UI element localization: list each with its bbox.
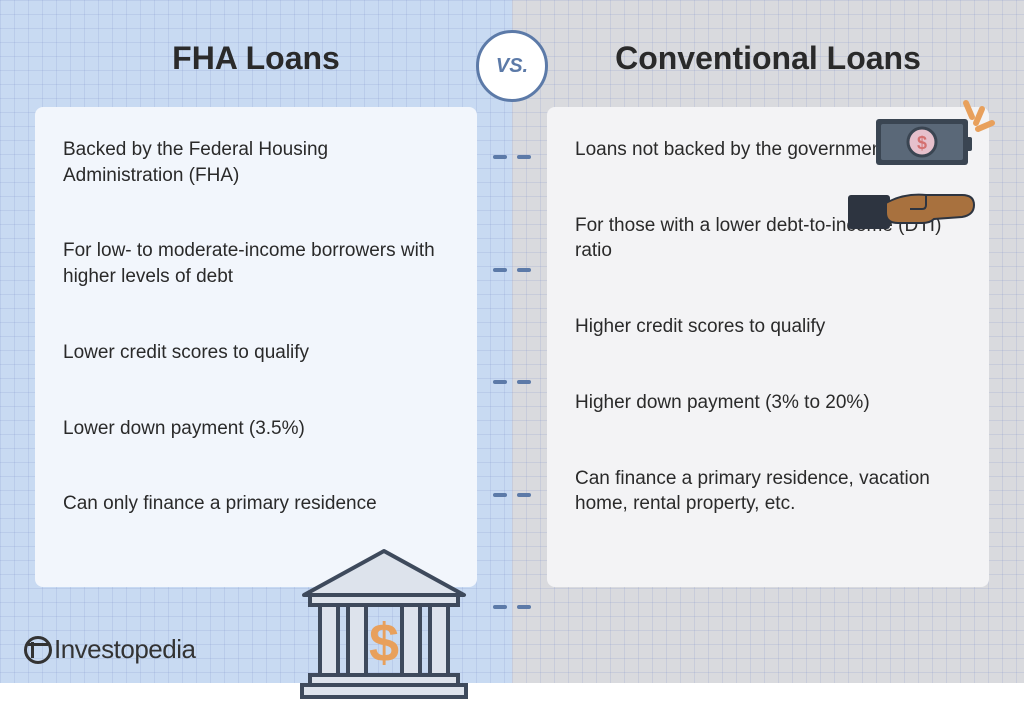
left-item-1: Backed by the Federal Housing Administra… [63, 137, 443, 188]
right-panel: Conventional Loans Loans not backed by t… [512, 0, 1024, 683]
vs-text: VS. [496, 55, 528, 78]
right-title: Conventional Loans [547, 40, 989, 77]
left-card: Backed by the Federal Housing Administra… [35, 107, 477, 587]
hand-money-icon: $ [834, 95, 1004, 245]
left-item-2: For low- to moderate-income borrowers wi… [63, 238, 443, 289]
svg-text:$: $ [369, 613, 399, 673]
svg-text:$: $ [917, 133, 927, 153]
bank-icon: $ [292, 543, 477, 703]
right-item-5: Can finance a primary residence, vacatio… [575, 466, 955, 517]
left-item-5: Can only finance a primary residence [63, 491, 443, 517]
brand-logo: Investopedia [24, 634, 195, 665]
logo-icon [24, 636, 52, 664]
vs-badge: VS. [476, 30, 548, 102]
left-item-4: Lower down payment (3.5%) [63, 416, 443, 442]
left-item-3: Lower credit scores to qualify [63, 340, 443, 366]
logo-text: Investopedia [54, 634, 195, 665]
left-title: FHA Loans [35, 40, 477, 77]
divider-dashes [493, 147, 531, 617]
right-item-3: Higher credit scores to qualify [575, 314, 955, 340]
left-panel: FHA Loans Backed by the Federal Housing … [0, 0, 512, 683]
right-item-4: Higher down payment (3% to 20%) [575, 390, 955, 416]
